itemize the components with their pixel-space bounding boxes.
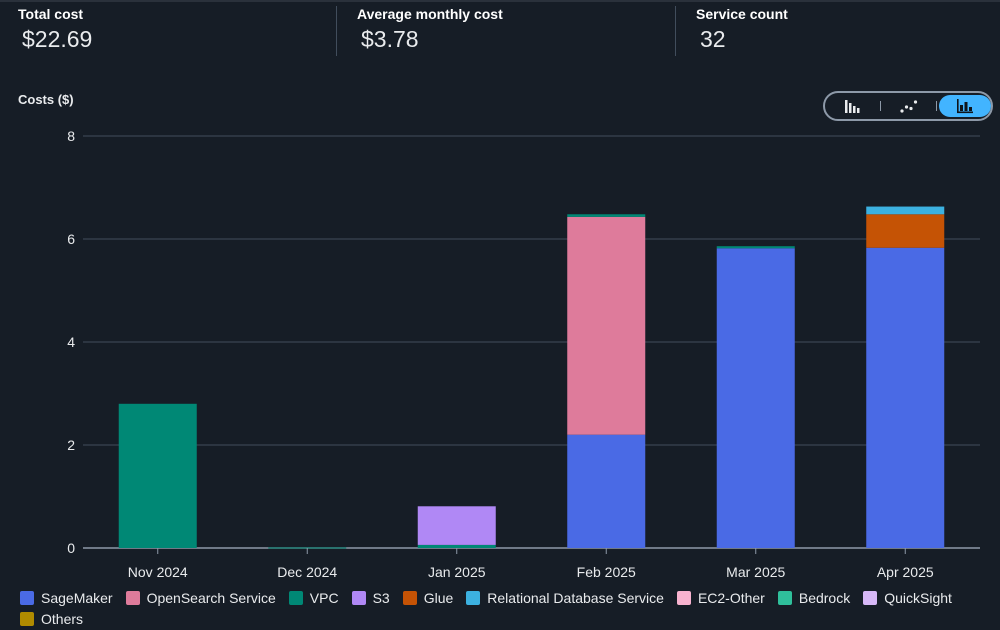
y-tick-label: 6 — [67, 231, 75, 247]
legend-label: VPC — [309, 589, 339, 606]
legend-swatch — [863, 590, 878, 605]
x-tick-label: Apr 2025 — [877, 564, 934, 580]
legend-swatch — [777, 590, 792, 605]
x-tick-label: Jan 2025 — [428, 564, 486, 580]
x-tick-label: Feb 2025 — [577, 564, 636, 580]
line-chart-button[interactable] — [883, 95, 935, 117]
service-count-metric: Service count 32 — [696, 6, 788, 53]
legend-label: Glue — [423, 589, 454, 606]
x-tick-label: Mar 2025 — [726, 564, 785, 580]
average-cost-metric: Average monthly cost $3.78 — [357, 6, 503, 53]
y-tick-label: 4 — [67, 334, 75, 350]
toggle-separator — [936, 101, 937, 111]
legend-item[interactable]: EC2-Other — [676, 589, 765, 606]
bar-segment[interactable] — [567, 216, 646, 435]
total-cost-label: Total cost — [18, 6, 84, 22]
legend-swatch — [125, 590, 140, 605]
legend-label: QuickSight — [884, 589, 952, 606]
legend-item[interactable]: S3 — [351, 589, 390, 606]
cost-summary: Total cost $22.69 Average monthly cost $… — [0, 0, 1000, 60]
stacked-bar-chart-button[interactable] — [939, 95, 991, 117]
top-border — [0, 0, 1000, 2]
legend-swatch — [20, 611, 34, 626]
metric-divider — [336, 6, 337, 56]
bar-segment[interactable] — [118, 403, 197, 548]
service-count-label: Service count — [696, 6, 788, 22]
bar-segment[interactable] — [268, 547, 347, 549]
y-tick-label: 0 — [67, 540, 75, 556]
legend-item[interactable]: SageMaker — [20, 589, 113, 606]
toggle-separator — [880, 101, 881, 111]
total-cost-value: $22.69 — [22, 26, 93, 52]
stacked-bar-chart-icon — [957, 99, 973, 114]
legend-item[interactable]: Bedrock — [777, 589, 851, 606]
average-cost-value: $3.78 — [361, 26, 419, 52]
bar-segment[interactable] — [866, 214, 945, 248]
average-cost-label: Average monthly cost — [357, 6, 503, 22]
chart-legend: SageMaker OpenSearch Service VPC S3 Glue Rela… — [20, 589, 990, 627]
legend-label: Relational Database Service — [487, 589, 664, 606]
legend-item[interactable]: Glue — [402, 589, 454, 606]
bar-segment[interactable] — [716, 248, 795, 548]
bar-segment[interactable] — [567, 434, 646, 548]
y-axis-label: Costs ($) — [18, 92, 74, 107]
bar-chart-button[interactable] — [827, 95, 879, 117]
legend-item[interactable]: Others — [20, 610, 83, 627]
service-count-value: 32 — [700, 26, 726, 52]
legend-swatch — [20, 590, 34, 605]
legend-label: SageMaker — [41, 589, 113, 606]
bar-segment[interactable] — [716, 246, 795, 249]
bar-segment[interactable] — [866, 247, 945, 548]
bar-chart-icon — [845, 100, 860, 113]
x-tick-label: Nov 2024 — [128, 564, 188, 580]
legend-swatch — [288, 590, 303, 605]
legend-label: S3 — [372, 589, 390, 606]
legend-swatch — [402, 590, 417, 605]
metric-divider — [675, 6, 676, 56]
total-cost-metric: Total cost $22.69 — [18, 6, 92, 53]
legend-item[interactable]: Relational Database Service — [466, 589, 664, 606]
line-chart-icon — [900, 100, 918, 113]
legend-swatch — [351, 590, 366, 605]
x-tick-label: Dec 2024 — [277, 564, 337, 580]
chart-type-toggle — [823, 91, 993, 121]
bar-segment[interactable] — [417, 506, 496, 545]
legend-label: Bedrock — [798, 589, 851, 606]
legend-label: OpenSearch Service — [146, 589, 276, 606]
legend-swatch — [676, 590, 691, 605]
legend-label: Others — [41, 610, 84, 627]
y-tick-label: 8 — [67, 128, 75, 144]
bar-segment[interactable] — [866, 206, 945, 215]
legend-item[interactable]: OpenSearch Service — [125, 589, 276, 606]
bar-segment[interactable] — [567, 214, 646, 217]
legend-item[interactable]: VPC — [288, 589, 339, 606]
legend-label: EC2-Other — [697, 589, 765, 606]
bar-segment[interactable] — [417, 544, 496, 548]
legend-item[interactable]: QuickSight — [863, 589, 952, 606]
stacked-cost-chart: 0 2 4 6 8 Nov 2024 Dec 2024 Jan 2025 Feb 2025 Mar… — [67, 128, 980, 580]
y-tick-label: 2 — [67, 437, 75, 453]
legend-swatch — [466, 590, 481, 605]
